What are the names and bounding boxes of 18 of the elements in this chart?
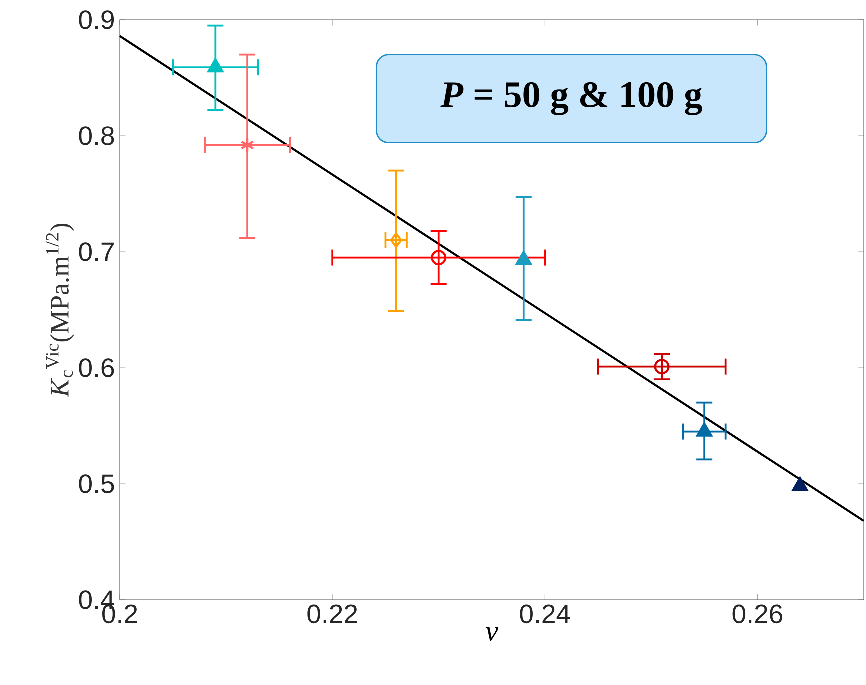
- x-tick-label: 0.22: [308, 604, 358, 624]
- y-tick-label: 0.6: [79, 358, 114, 378]
- point: [390, 232, 402, 248]
- point: [240, 138, 254, 154]
- y-tick-label: 0.9: [79, 10, 114, 30]
- y-tick-label: 0.5: [79, 474, 114, 494]
- x-axis-title: ν: [486, 627, 499, 642]
- point: [431, 250, 447, 266]
- y-axis-title: K$_{c}$$^{Vic}$(MPa.m$^{1/2}$): [46, 224, 74, 398]
- point: [516, 251, 532, 266]
- x-tick-label: 0.24: [520, 604, 570, 624]
- point: [792, 477, 808, 492]
- x-tick-label: 0.26: [732, 604, 782, 624]
- point: [696, 422, 713, 437]
- point: [654, 359, 670, 375]
- y-tick-label: 0.8: [79, 126, 114, 146]
- annotation: P = 50 g & 100 g: [440, 82, 702, 116]
- y-tick-label: 0.7: [79, 242, 114, 262]
